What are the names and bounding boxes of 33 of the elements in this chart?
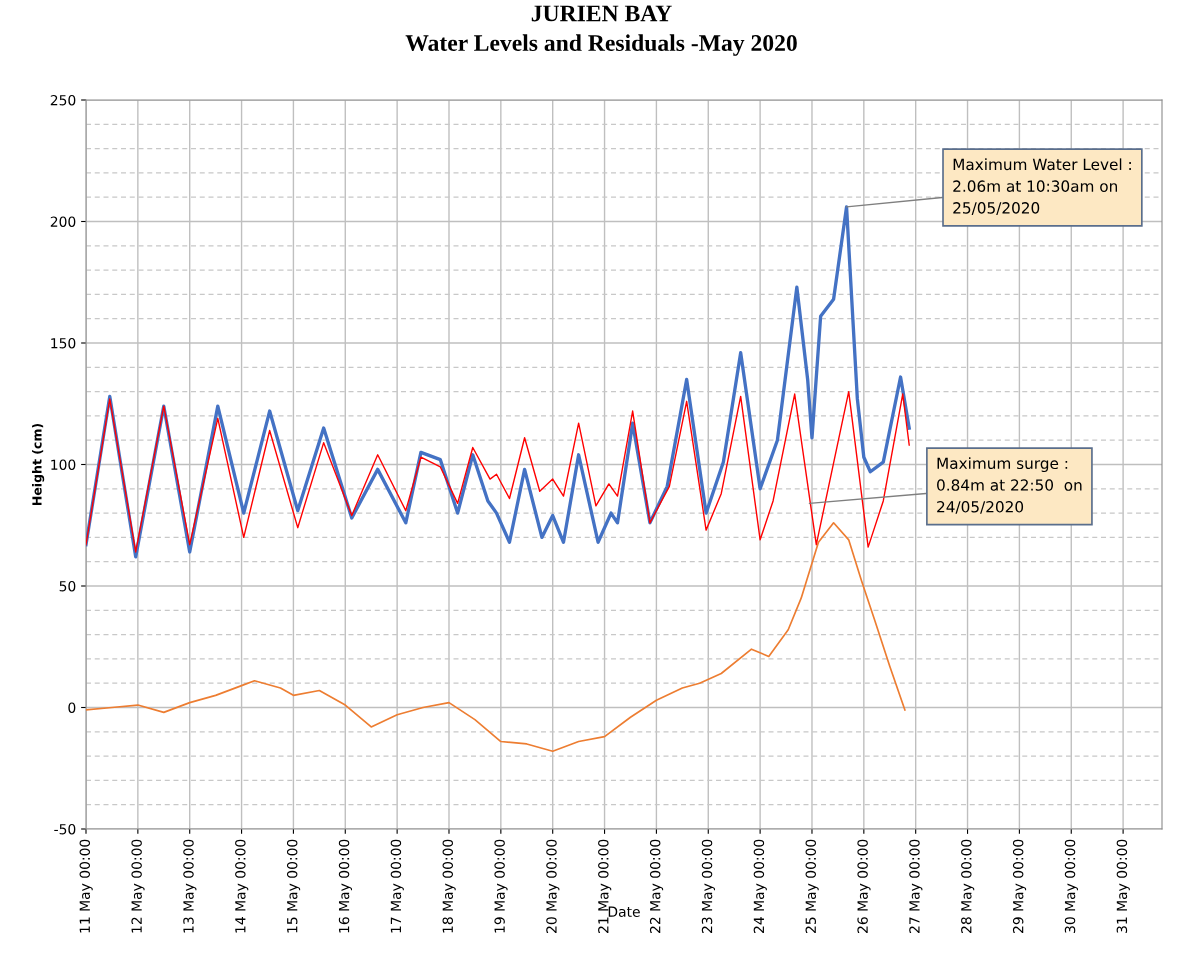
y-tick-label: 200 <box>50 216 76 227</box>
x-tick-label: 11 May 00:00 <box>79 839 93 933</box>
chart-title: JURIEN BAY Water Levels and Residuals -May 2020 <box>405 5 797 56</box>
x-tick-label: 12 May 00:00 <box>131 839 145 933</box>
annotation: Maximum surge : 0.84m at 22:50 on 24/05/2020 <box>937 457 1082 514</box>
x-tick-label: 27 May 00:00 <box>909 839 923 933</box>
x-tick-label: 25 May 00:00 <box>805 839 819 933</box>
annotation: Maximum Water Level : 2.06m at 10:30am on 25/05/2020 <box>953 158 1131 215</box>
x-tick-label: 19 May 00:00 <box>494 839 508 933</box>
y-tick-label: 50 <box>59 580 76 592</box>
x-tick-label: 16 May 00:00 <box>338 839 352 933</box>
y-tick-label: 100 <box>51 459 76 470</box>
x-tick-label: 28 May 00:00 <box>961 839 975 933</box>
x-tick-label: 17 May 00:00 <box>390 839 404 933</box>
x-tick-label: 24 May 00:00 <box>753 839 767 933</box>
x-tick-label: 14 May 00:00 <box>235 839 249 933</box>
x-tick-label: 18 May 00:00 <box>442 839 456 933</box>
line-series <box>86 390 910 553</box>
line-series <box>86 521 906 753</box>
y-tick-label: 150 <box>51 337 76 349</box>
y-tick-label: -50 <box>54 823 76 835</box>
y-tick-label: 250 <box>50 94 76 106</box>
x-tick-label: 29 May 00:00 <box>1012 839 1027 933</box>
y-axis-title: Height (cm) <box>32 423 45 505</box>
y-tick-label: 0 <box>68 702 76 713</box>
x-tick-label: 13 May 00:00 <box>183 839 197 933</box>
x-tick-label: 22 May 00:00 <box>649 839 664 933</box>
x-tick-label: 15 May 00:00 <box>286 839 301 933</box>
x-tick-label: 31 May 00:00 <box>1116 839 1130 933</box>
x-tick-label: 30 May 00:00 <box>1064 839 1078 933</box>
x-tick-label: 26 May 00:00 <box>857 839 871 933</box>
x-tick-label: 23 May 00:00 <box>701 839 715 933</box>
x-tick-label: 20 May 00:00 <box>546 839 560 933</box>
